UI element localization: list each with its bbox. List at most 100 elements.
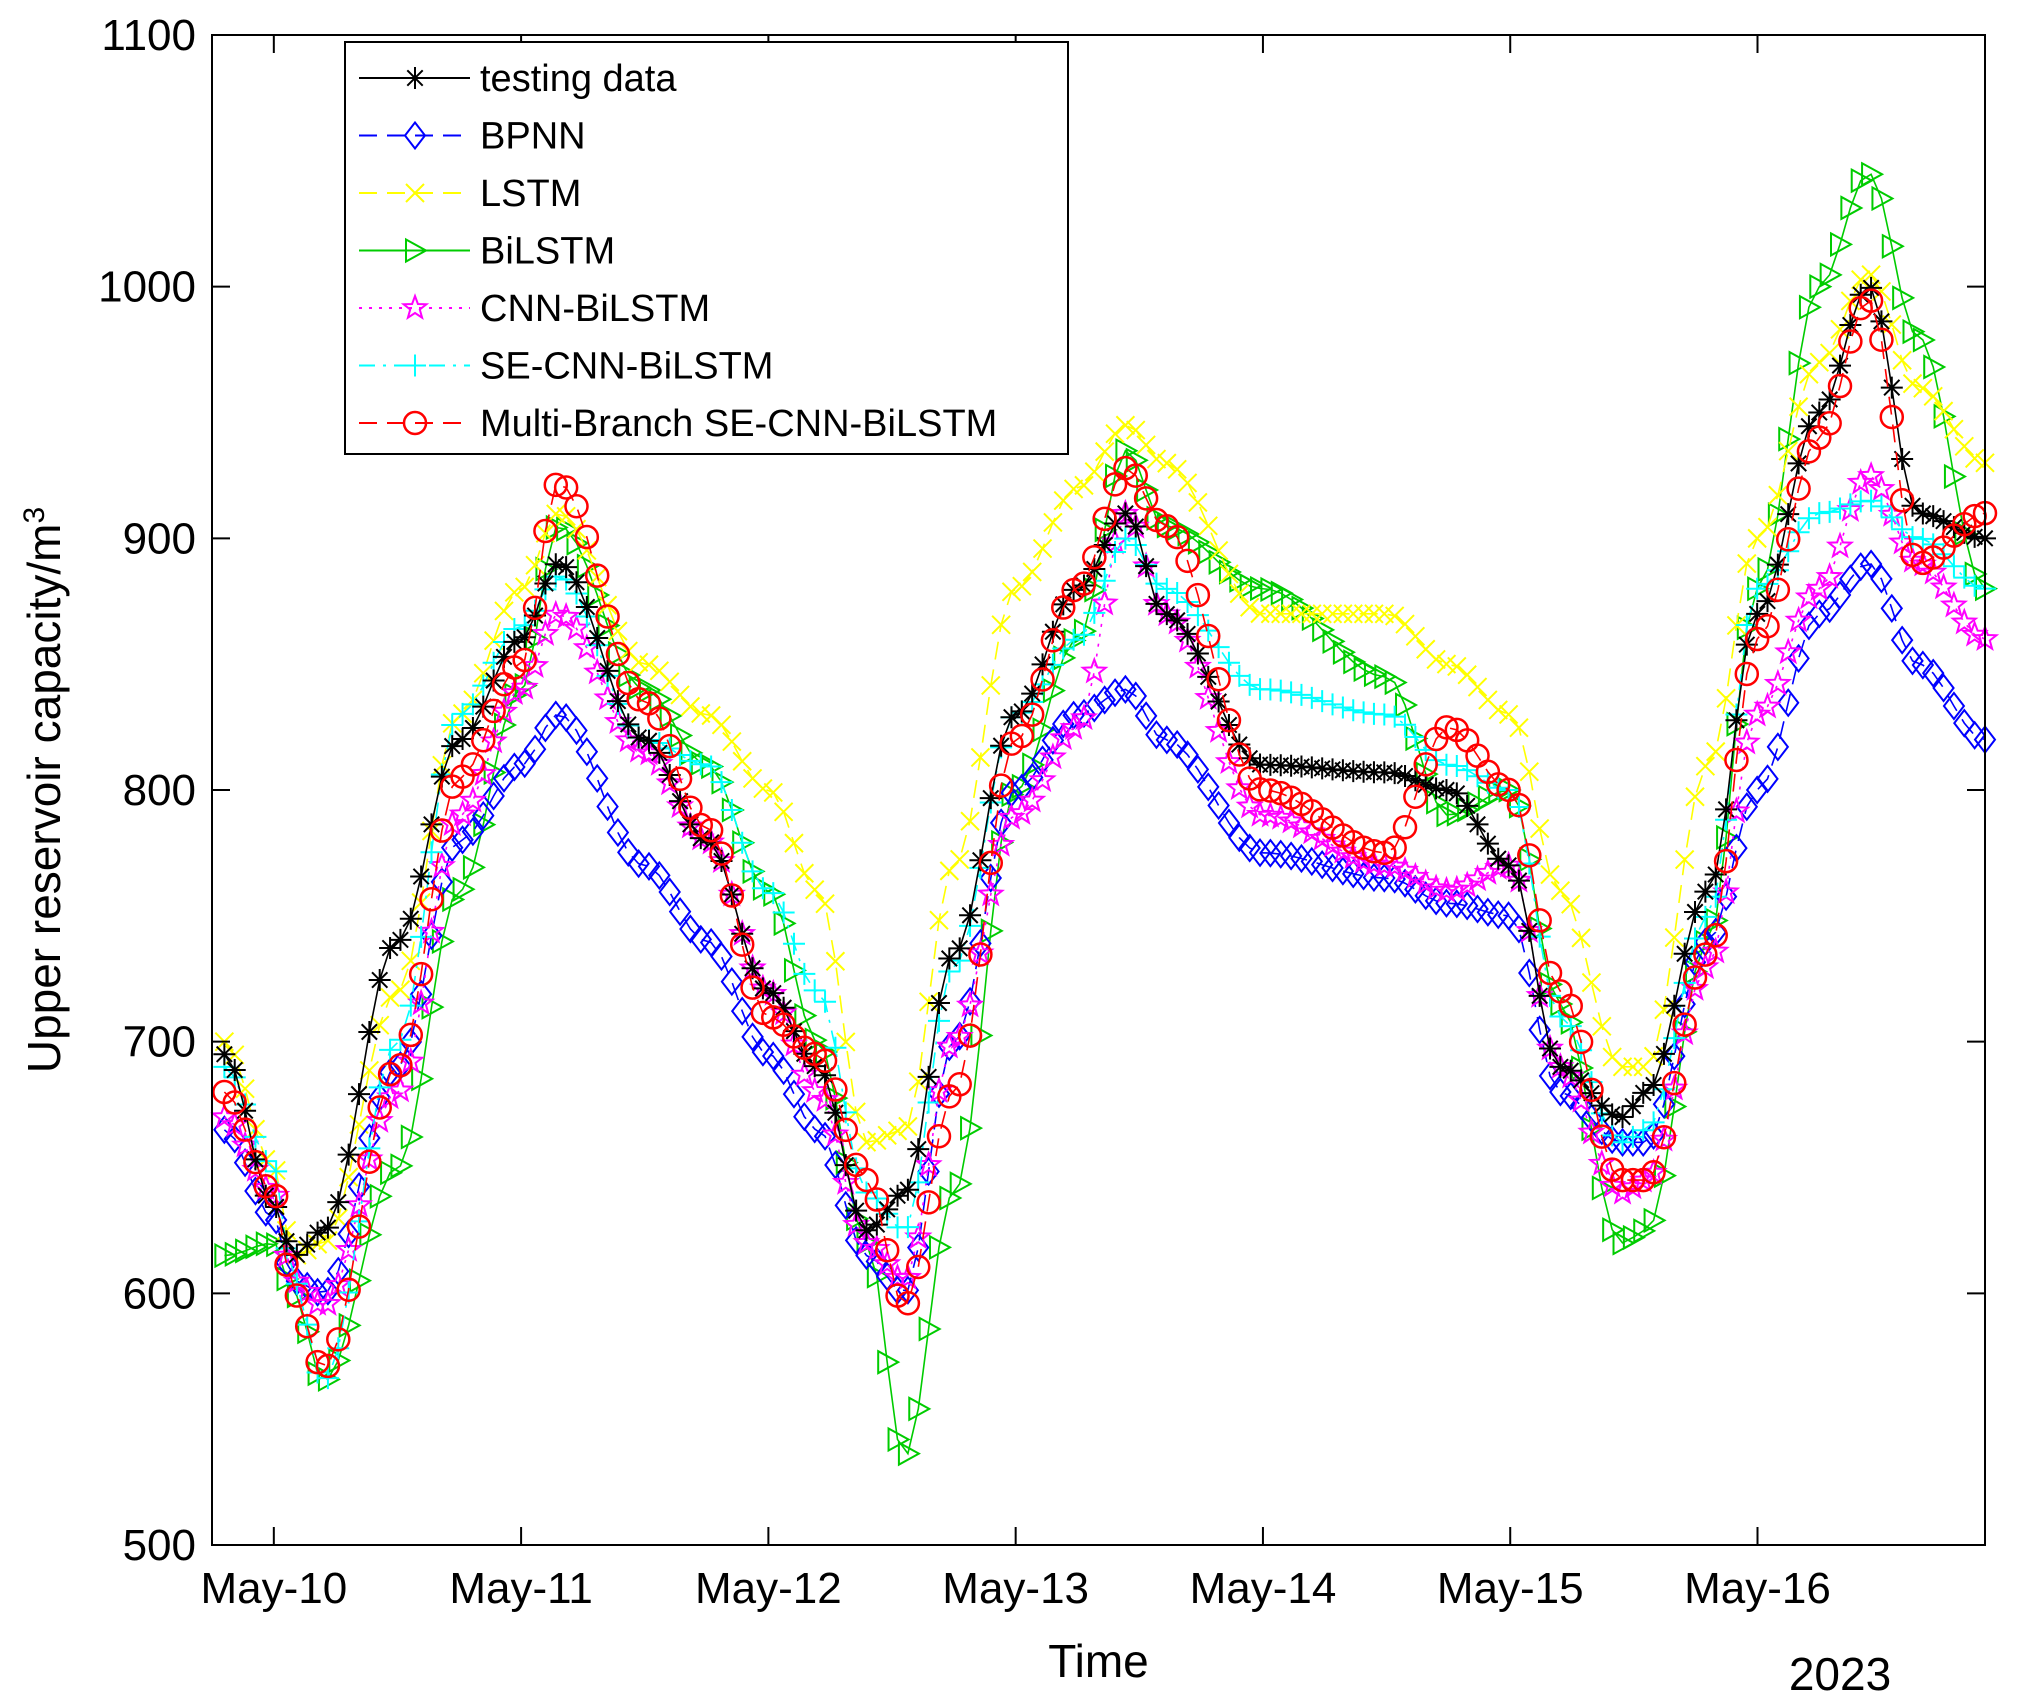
- data-point-lstm: [1592, 1016, 1612, 1036]
- data-point-bilstm: [928, 1234, 953, 1261]
- data-point-multi-branch-se-cnn-bilstm: [740, 975, 765, 1000]
- data-point-lstm: [1063, 479, 1084, 499]
- x-tick-label: May-14: [1190, 1564, 1337, 1613]
- data-point-se-cnn-bilstm: [1808, 502, 1831, 525]
- data-point-testing-data: [534, 572, 557, 595]
- data-point-testing-data: [575, 596, 598, 619]
- data-point-multi-branch-se-cnn-bilstm: [988, 773, 1014, 798]
- data-point-multi-branch-se-cnn-bilstm: [419, 886, 444, 912]
- data-point-cnn-bilstm: [1763, 668, 1793, 696]
- data-point-bilstm: [411, 1066, 435, 1092]
- data-point-testing-data: [223, 1059, 246, 1082]
- data-point-se-cnn-bilstm: [917, 1091, 940, 1114]
- data-point-bilstm: [462, 854, 486, 881]
- data-point-multi-branch-se-cnn-bilstm: [698, 818, 724, 843]
- data-point-bpnn: [596, 791, 619, 822]
- data-point-lstm: [1177, 473, 1198, 493]
- data-point-testing-data: [1694, 880, 1717, 903]
- data-point-testing-data: [1425, 777, 1448, 800]
- data-point-cnn-bilstm: [1432, 875, 1461, 903]
- data-point-multi-branch-se-cnn-bilstm: [1175, 548, 1200, 574]
- data-point-testing-data: [1487, 847, 1510, 870]
- data-point-bilstm: [566, 530, 590, 556]
- data-point-testing-data: [1673, 942, 1696, 965]
- data-point-bilstm: [1032, 717, 1056, 743]
- data-point-cnn-bilstm: [1566, 1085, 1596, 1113]
- data-point-cnn-bilstm: [448, 799, 477, 827]
- data-point-testing-data: [1839, 314, 1862, 337]
- data-point-cnn-bilstm: [1453, 870, 1482, 898]
- data-point-lstm: [1768, 485, 1788, 505]
- data-point-cnn-bilstm: [500, 678, 529, 706]
- data-point-testing-data: [1155, 603, 1178, 626]
- data-point-bilstm: [794, 1002, 818, 1029]
- data-point-testing-data: [1704, 863, 1727, 886]
- data-point-multi-branch-se-cnn-bilstm: [1641, 1160, 1666, 1185]
- data-point-multi-branch-se-cnn-bilstm: [1827, 373, 1853, 399]
- data-point-lstm: [1094, 441, 1115, 462]
- data-point-multi-branch-se-cnn-bilstm: [1879, 404, 1905, 430]
- data-point-testing-data: [524, 604, 547, 627]
- data-point-se-cnn-bilstm: [451, 702, 474, 725]
- legend-item-cnn-bilstm: CNN-BiLSTM: [359, 288, 710, 330]
- data-point-lstm: [1395, 614, 1415, 634]
- data-point-multi-branch-se-cnn-bilstm: [957, 1023, 983, 1048]
- data-point-lstm: [1706, 741, 1726, 762]
- data-point-multi-branch-se-cnn-bilstm: [398, 1022, 424, 1048]
- legend-item-bilstm: BiLSTM: [359, 231, 615, 273]
- legend-marker-lstm: [405, 183, 425, 203]
- data-point-bpnn: [1663, 1041, 1686, 1071]
- data-point-testing-data: [430, 765, 453, 788]
- data-point-lstm: [1757, 517, 1778, 537]
- legend-item-se-cnn-bilstm: SE-CNN-BiLSTM: [359, 346, 773, 388]
- data-point-testing-data: [275, 1230, 298, 1253]
- data-point-multi-branch-se-cnn-bilstm: [1693, 942, 1718, 967]
- data-point-bilstm: [1073, 618, 1098, 644]
- data-point-multi-branch-se-cnn-bilstm: [854, 1167, 879, 1193]
- data-point-bpnn: [1228, 823, 1251, 853]
- data-point-lstm: [1871, 281, 1892, 302]
- data-point-multi-branch-se-cnn-bilstm: [543, 472, 569, 498]
- data-point-testing-data: [213, 1043, 236, 1066]
- data-point-multi-branch-se-cnn-bilstm: [1527, 908, 1552, 933]
- data-point-bpnn: [1808, 599, 1831, 629]
- data-point-lstm: [1550, 881, 1571, 901]
- data-point-lstm: [504, 582, 525, 603]
- data-point-cnn-bilstm: [986, 829, 1016, 857]
- legend-label-cnn-bilstm: CNN-BiLSTM: [480, 288, 710, 330]
- data-point-multi-branch-se-cnn-bilstm: [1558, 993, 1583, 1019]
- data-point-lstm: [1219, 564, 1239, 584]
- data-point-lstm: [1001, 582, 1022, 602]
- data-point-multi-branch-se-cnn-bilstm: [263, 1183, 289, 1209]
- data-point-multi-branch-se-cnn-bilstm: [1537, 960, 1563, 986]
- data-point-se-cnn-bilstm: [1694, 905, 1717, 928]
- data-point-se-cnn-bilstm: [399, 994, 422, 1017]
- series-line-lstm: [223, 273, 1986, 1257]
- data-point-multi-branch-se-cnn-bilstm: [947, 1072, 972, 1097]
- data-point-multi-branch-se-cnn-bilstm: [1786, 476, 1811, 501]
- data-point-testing-data: [762, 982, 785, 1005]
- data-point-multi-branch-se-cnn-bilstm: [657, 733, 682, 759]
- legend-item-lstm: LSTM: [359, 173, 581, 215]
- data-point-lstm: [639, 655, 659, 675]
- data-point-lstm: [887, 1121, 908, 1141]
- data-point-multi-branch-se-cnn-bilstm: [1579, 1077, 1604, 1103]
- legend-label-lstm: LSTM: [480, 173, 581, 215]
- data-point-bilstm: [338, 1312, 362, 1339]
- data-point-testing-data: [1217, 713, 1240, 736]
- data-point-bpnn: [1041, 725, 1065, 755]
- data-point-testing-data: [1829, 354, 1852, 377]
- data-point-bpnn: [1528, 1015, 1551, 1045]
- data-point-cnn-bilstm: [1846, 467, 1875, 495]
- data-point-cnn-bilstm: [1214, 747, 1244, 775]
- data-point-lstm: [1384, 606, 1405, 626]
- data-point-multi-branch-se-cnn-bilstm: [1019, 702, 1045, 727]
- data-point-bpnn: [233, 1148, 257, 1178]
- data-point-bpnn: [399, 1027, 423, 1057]
- data-point-testing-data: [306, 1221, 329, 1244]
- data-point-cnn-bilstm: [1939, 590, 1969, 618]
- data-point-cnn-bilstm: [241, 1154, 270, 1182]
- x-tick-label: May-13: [942, 1564, 1089, 1613]
- data-point-lstm: [390, 980, 411, 1000]
- data-point-bpnn: [637, 851, 661, 882]
